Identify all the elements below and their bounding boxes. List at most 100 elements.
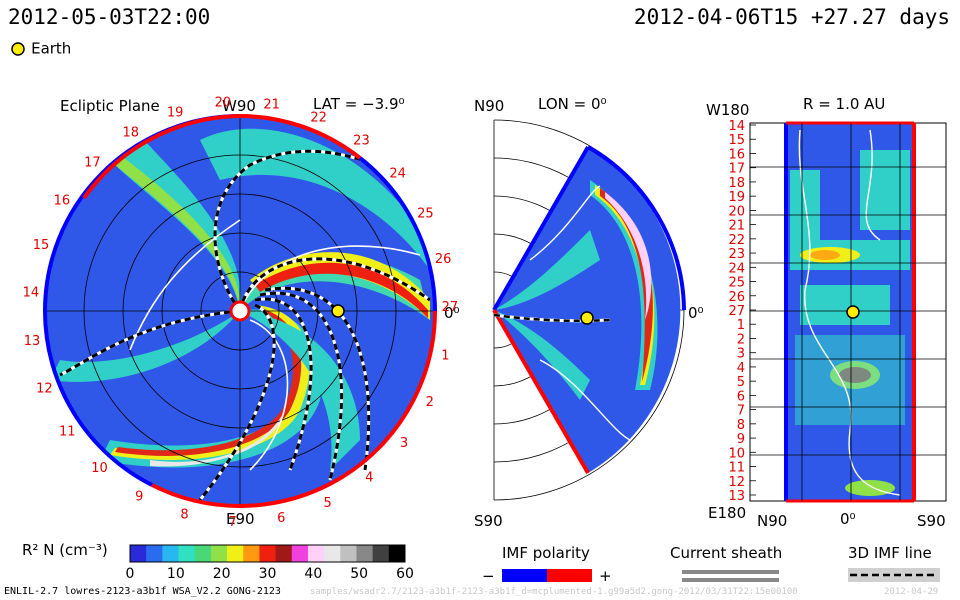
imf-line-swatch (848, 568, 940, 582)
ecliptic-right-label: 0⁰ (444, 304, 460, 322)
carrington-tick-label: 27 (442, 300, 459, 315)
radial-y-tick-label: 19 (728, 190, 745, 205)
meridional-rim-blue (587, 145, 686, 311)
footer-date: 2012-04-29 (884, 587, 939, 597)
carrington-tick-label: 25 (417, 206, 434, 221)
carrington-tick-label: 7 (229, 515, 237, 530)
footer-model-info: ENLIL-2.7 lowres-2123-a3b1f WSA_V2.2 GON… (4, 586, 281, 597)
current-sheath-line-b (682, 578, 779, 582)
radial-y-tick-label: 8 (737, 418, 745, 433)
imf-polarity-title: IMF polarity (502, 544, 590, 562)
radial-y-tick-label: 16 (728, 147, 745, 162)
footer-run-path: samples/wsadr2.7/2123-a3b1f-2123-a3b1f_d… (310, 587, 798, 597)
colorbar-tick-label: 50 (350, 566, 368, 582)
earth-label: Earth (31, 39, 72, 58)
sun-icon (229, 300, 251, 322)
meridional-bottom-label: S90 (474, 512, 503, 530)
carrington-tick-label: 5 (324, 496, 332, 511)
meridional-edge-blue (492, 146, 590, 311)
radial-y-tick-label: 14 (728, 119, 745, 134)
carrington-tick-label: 8 (180, 508, 188, 523)
colorbar-tick-label: 0 (126, 566, 135, 582)
carrington-tick-label: 9 (135, 489, 143, 504)
current-sheath-line-a (682, 570, 779, 574)
colorbar-swatch (356, 545, 374, 562)
colorbar-swatch (324, 545, 341, 562)
colorbar-swatch (388, 545, 406, 562)
colorbar-swatch (210, 545, 228, 562)
colorbar-swatch (259, 545, 277, 562)
meridional-lon-label: LON = 0⁰ (538, 95, 607, 113)
radial-y-tick-label: 13 (728, 489, 745, 504)
colorbar-swatch (340, 545, 357, 562)
meridional-contour (529, 185, 631, 441)
earth-marker-radial (846, 305, 860, 319)
carrington-tick-label: 10 (91, 461, 108, 476)
carrington-tick-label: 24 (389, 166, 406, 181)
radial-y-tick-label: 7 (737, 404, 745, 419)
radial-y-tick-label: 24 (728, 261, 745, 276)
radial-y-tick-label: 10 (728, 446, 745, 461)
carrington-tick-label: 6 (277, 511, 285, 526)
imf-negative-swatch (502, 569, 547, 582)
earth-icon (11, 41, 25, 56)
radial-y-tick-label: 18 (728, 176, 745, 191)
carrington-tick-label: 3 (400, 436, 408, 451)
meridional-edge-red (492, 309, 590, 474)
radial-y-tick-label: 22 (728, 233, 745, 248)
colorbar: 0 10 20 30 40 50 60 (126, 544, 414, 582)
radial-y-tick-label: 9 (737, 432, 745, 447)
radial-y-tick-label: 11 (728, 461, 745, 476)
carrington-tick-label: 17 (84, 156, 101, 171)
radial-y-tick-label: 26 (728, 290, 745, 305)
meridional-imf-line (493, 313, 611, 323)
radial-y-tick-label: 25 (728, 276, 745, 291)
colorbar-swatch (291, 545, 309, 562)
imf-minus: − (482, 567, 495, 585)
imf-line-title: 3D IMF line (848, 544, 932, 562)
ecliptic-bottom-label: E90 (226, 510, 255, 528)
radial-y-tick-label: 6 (737, 389, 745, 404)
colorbar-tick-label: 60 (396, 566, 414, 582)
meridional-plot (492, 119, 686, 501)
radial-x-left: N90 (757, 512, 788, 530)
carrington-tick-label: 20 (215, 96, 232, 111)
colorbar-tick-label: 40 (304, 566, 322, 582)
earth-marker-meridional (580, 311, 594, 325)
radial-y-tick-label: 2 (737, 332, 745, 347)
colorbar-swatch (307, 545, 325, 562)
run-time: 2012-05-03T22:00 (8, 5, 211, 29)
ecliptic-rim-red-top (82, 113, 362, 200)
ecliptic-rim-red-bottom (151, 310, 437, 508)
ecliptic-imf-lines (59, 149, 431, 501)
radial-x-center: 0⁰ (840, 510, 856, 528)
ecliptic-rim-blue-right (358, 156, 437, 312)
radial-y-tick-label: 4 (737, 361, 745, 376)
imf-plus: + (599, 567, 612, 585)
colorbar-swatch (178, 545, 196, 562)
radial-plot: 1415161718192021222324252627123456789101… (728, 119, 947, 504)
carrington-tick-label: 13 (24, 334, 41, 349)
carrington-tick-label: 12 (36, 381, 53, 396)
colorbar-swatch (243, 545, 260, 562)
carrington-tick-label: 2 (426, 395, 434, 410)
radial-y-tick-label: 3 (737, 347, 745, 362)
earth-marker-ecliptic (331, 304, 345, 318)
radial-y-tick-label: 23 (728, 247, 745, 262)
ecliptic-lat-label: LAT = −3.9⁰ (313, 95, 405, 113)
ecliptic-contour (129, 219, 421, 471)
radial-y-tick-label: 12 (728, 475, 745, 490)
carrington-tick-label: 15 (33, 238, 50, 253)
carrington-tick-label: 1 (441, 349, 449, 364)
radial-top-left-label: W180 (706, 101, 750, 119)
radial-y-tick-label: 27 (728, 304, 745, 319)
colorbar-swatch (275, 545, 293, 562)
meridional-top-label: N90 (474, 97, 505, 115)
carrington-tick-label: 26 (435, 252, 452, 267)
carrington-tick-label: 21 (263, 97, 280, 112)
radial-y-tick-label: 21 (728, 219, 745, 234)
colorbar-swatch (146, 545, 163, 562)
colorbar-swatch (227, 545, 244, 562)
